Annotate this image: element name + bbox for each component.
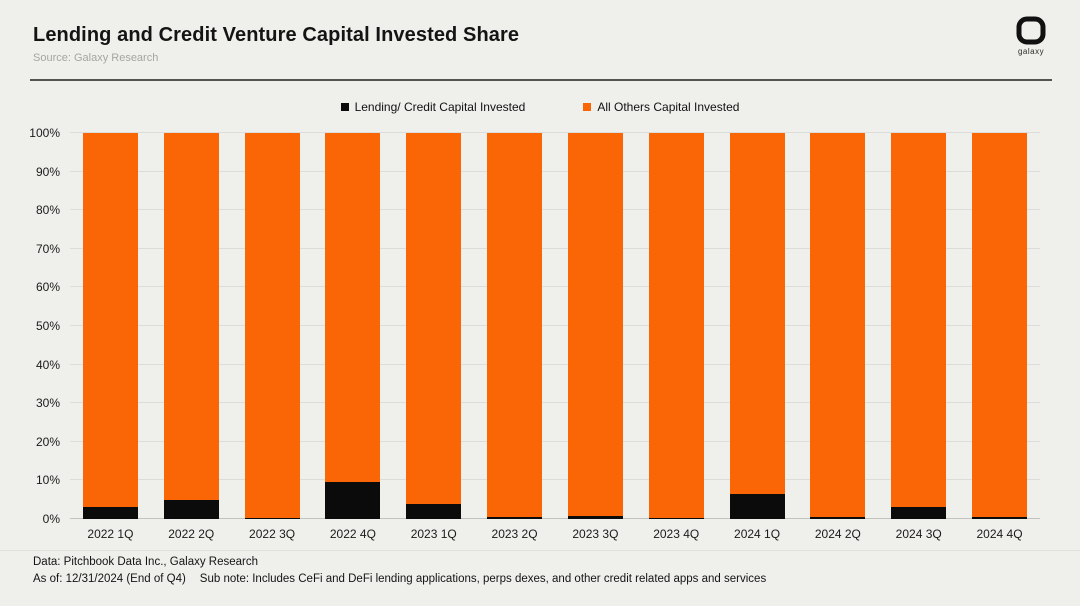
- bar-2024-4q: [972, 133, 1028, 519]
- as-of-note: As of: 12/31/2024 (End of Q4) Sub note: I…: [33, 571, 766, 588]
- x-axis-tick-label: 2024 1Q: [734, 527, 781, 541]
- bar-slot: [312, 133, 393, 519]
- bar-segment-lending: [82, 507, 138, 519]
- bar-slot: [959, 133, 1040, 519]
- footer-divider: [0, 550, 1080, 551]
- gridline: [70, 518, 1040, 519]
- bar-segment-lending: [729, 493, 785, 519]
- legend-item-lending: Lending/ Credit Capital Invested: [340, 100, 526, 114]
- galaxy-logo-text: galaxy: [1017, 47, 1045, 56]
- gridline: [70, 402, 1040, 404]
- x-axis-tick-label: 2023 3Q: [572, 527, 619, 541]
- x-axis-tick-label: 2023 4Q: [653, 527, 700, 541]
- bar-segment-lending: [163, 499, 219, 519]
- bar-slot: [151, 133, 232, 519]
- y-axis-tick-label: 90%: [35, 164, 60, 179]
- bar-2022-2q: [163, 133, 219, 519]
- bar-2024-3q: [891, 133, 947, 519]
- y-axis-tick-label: 80%: [35, 203, 60, 218]
- sub-note-text: Sub note: Includes CeFi and DeFi lending…: [199, 573, 767, 585]
- data-source-note: Data: Pitchbook Data Inc., Galaxy Resear…: [33, 556, 258, 568]
- legend-label-lending: Lending/ Credit Capital Invested: [354, 100, 526, 114]
- galaxy-logo: galaxy: [1008, 16, 1054, 56]
- bar-segment-lending: [810, 517, 866, 519]
- x-axis-tick-label: 2022 3Q: [249, 527, 296, 541]
- chart-legend: Lending/ Credit Capital Invested All Oth…: [0, 100, 1080, 114]
- source-label: Source: Galaxy Research: [33, 52, 159, 64]
- bar-segment-lending: [567, 516, 623, 519]
- y-axis-tick-label: 50%: [35, 319, 60, 333]
- bar-segment-lending: [487, 517, 543, 519]
- bar-slot: [717, 133, 798, 519]
- header-divider: [30, 79, 1052, 81]
- gridline: [70, 363, 1040, 365]
- x-axis-labels: 2022 1Q 2022 2Q 2022 3Q 2022 4Q 2023 1Q 2023 …: [70, 527, 1040, 541]
- y-axis-tick-label: 0%: [42, 512, 60, 526]
- x-axis-tick-label: 2024 4Q: [976, 527, 1023, 541]
- bar-slot: [636, 133, 717, 519]
- legend-label-others: All Others Capital Invested: [597, 100, 740, 114]
- bar-slot: [232, 133, 313, 519]
- bar-slot: [474, 133, 555, 519]
- y-axis-tick-label: 40%: [35, 357, 60, 372]
- gridline: [70, 286, 1040, 288]
- bar-segment-lending: [406, 503, 462, 519]
- y-axis-tick-label: 20%: [35, 434, 60, 449]
- bar-slot: [555, 133, 636, 519]
- x-axis-tick-label: 2024 2Q: [814, 527, 861, 541]
- gridline: [70, 247, 1040, 249]
- gridline: [70, 132, 1040, 133]
- footnotes: Data: Pitchbook Data Inc., Galaxy Resear…: [33, 554, 766, 588]
- page-title: Lending and Credit Venture Capital Inves…: [33, 24, 520, 46]
- y-axis-tick-label: 60%: [35, 280, 60, 295]
- x-axis-tick-label: 2024 3Q: [895, 527, 942, 541]
- bar-segment-lending: [972, 517, 1028, 519]
- x-axis-tick-label: 2023 2Q: [491, 527, 538, 541]
- gridline: [70, 209, 1040, 211]
- bar-2022-1q: [82, 133, 138, 519]
- gridline: [70, 479, 1040, 481]
- bars-container: [70, 133, 1040, 519]
- bar-2022-4q: [325, 133, 381, 519]
- bar-2023-2q: [487, 133, 543, 519]
- bar-2023-4q: [648, 133, 704, 519]
- others-swatch-icon: [583, 103, 592, 111]
- legend-item-others: All Others Capital Invested: [583, 100, 739, 114]
- y-axis-tick-label: 30%: [35, 396, 60, 411]
- x-axis-tick-label: 2022 2Q: [168, 527, 215, 541]
- bar-2023-1q: [406, 133, 462, 519]
- bar-slot: [797, 133, 878, 519]
- y-axis-tick-label: 10%: [35, 473, 60, 488]
- bar-slot: [393, 133, 474, 519]
- y-axis-tick-label: 70%: [35, 241, 60, 256]
- bar-2024-1q: [729, 133, 785, 519]
- galaxy-logo-icon: [1008, 16, 1054, 46]
- x-axis-tick-label: 2022 4Q: [329, 527, 376, 541]
- bar-2024-2q: [810, 133, 866, 519]
- bar-segment-lending: [648, 518, 704, 519]
- bar-2023-3q: [567, 133, 623, 519]
- gridline: [70, 440, 1040, 442]
- x-axis-tick-label: 2023 1Q: [410, 527, 457, 541]
- plot-area: 0% 10% 20% 30% 40% 50% 60% 70% 80% 90% 100%: [29, 126, 1040, 526]
- gridline: [70, 325, 1040, 326]
- x-axis-tick-label: 2022 1Q: [87, 527, 134, 541]
- bar-segment-lending: [325, 482, 381, 519]
- y-axis-tick-label: 100%: [29, 126, 60, 140]
- lending-swatch-icon: [340, 103, 349, 111]
- bar-slot: [878, 133, 959, 519]
- bar-2022-3q: [244, 133, 300, 519]
- bar-segment-lending: [244, 517, 300, 519]
- bar-slot: [70, 133, 151, 519]
- gridline: [70, 170, 1040, 172]
- as-of-text: As of: 12/31/2024 (End of Q4): [33, 573, 186, 585]
- bar-segment-lending: [891, 507, 947, 519]
